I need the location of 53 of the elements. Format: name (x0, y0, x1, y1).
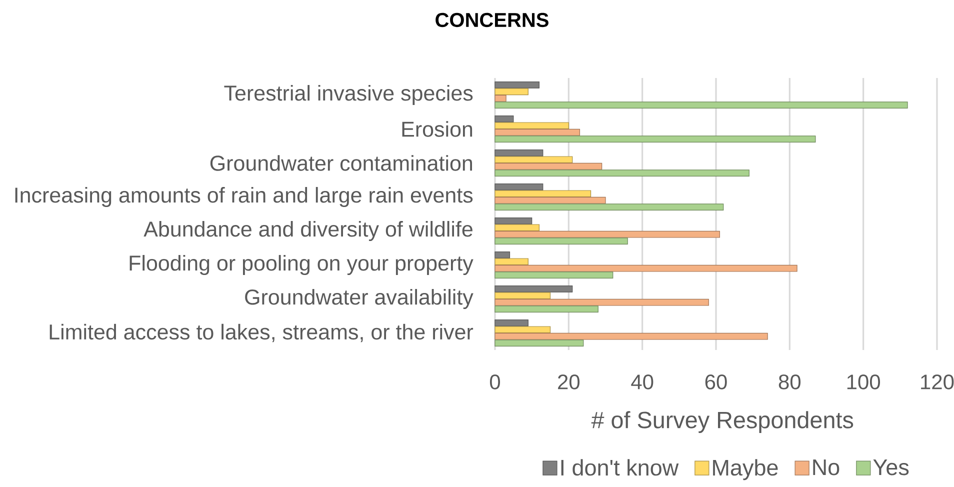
bar (494, 149, 544, 156)
y-tick-label: Limited access to lakes, streams, or the river (50, 324, 474, 342)
bar (494, 258, 528, 266)
legend-label: No (813, 460, 840, 476)
x-axis-title: # of Survey Respondents (591, 411, 854, 433)
bar (494, 94, 506, 102)
bar (494, 340, 584, 346)
bar (494, 326, 551, 334)
bar (494, 238, 628, 244)
bar (494, 272, 614, 278)
x-tick-label: 60 (705, 374, 727, 390)
bar (494, 264, 798, 272)
bar (494, 224, 540, 232)
legend-label: Maybe (713, 459, 778, 480)
bar (494, 128, 580, 136)
legend-label: Yes (873, 460, 909, 476)
bar (494, 251, 510, 258)
x-tick-label: 80 (778, 374, 801, 390)
bar (494, 230, 720, 238)
y-tick-label: Flooding or pooling on your property (130, 254, 474, 276)
x-tick-label: 20 (558, 374, 580, 390)
bar (494, 122, 569, 130)
bar (494, 285, 573, 292)
bar (494, 217, 532, 224)
bar (494, 170, 750, 176)
x-tick-label: 0 (490, 374, 500, 390)
chart-title: CONCERNS (436, 12, 548, 28)
legend-label: I don't know (561, 459, 679, 476)
bar (494, 136, 816, 142)
bar (494, 292, 551, 300)
bar (494, 82, 540, 88)
x-tick-label: 100 (847, 374, 880, 390)
y-tick-label: Terestrial invasive species (224, 84, 473, 106)
bar (494, 88, 528, 96)
bar (494, 306, 598, 312)
y-tick-label: Groundwater contamination (210, 155, 472, 171)
bar (494, 184, 544, 190)
bar (494, 196, 606, 204)
y-tick-label: Increasing amounts of rain and large rain events (15, 186, 473, 208)
y-tick-label: Erosion (402, 121, 472, 137)
x-tick-label: 40 (631, 374, 654, 390)
bar (494, 204, 724, 210)
bar (494, 102, 908, 108)
bar (494, 319, 528, 326)
bar (494, 156, 573, 164)
bar (494, 190, 592, 198)
y-tick-label: Groundwater availability (245, 288, 474, 310)
bar (494, 298, 709, 306)
bar (494, 332, 768, 340)
bar (494, 116, 514, 122)
bar (494, 162, 602, 170)
x-tick-label: 120 (921, 374, 954, 390)
y-tick-label: Abundance and diversity of wildlife (144, 220, 472, 242)
